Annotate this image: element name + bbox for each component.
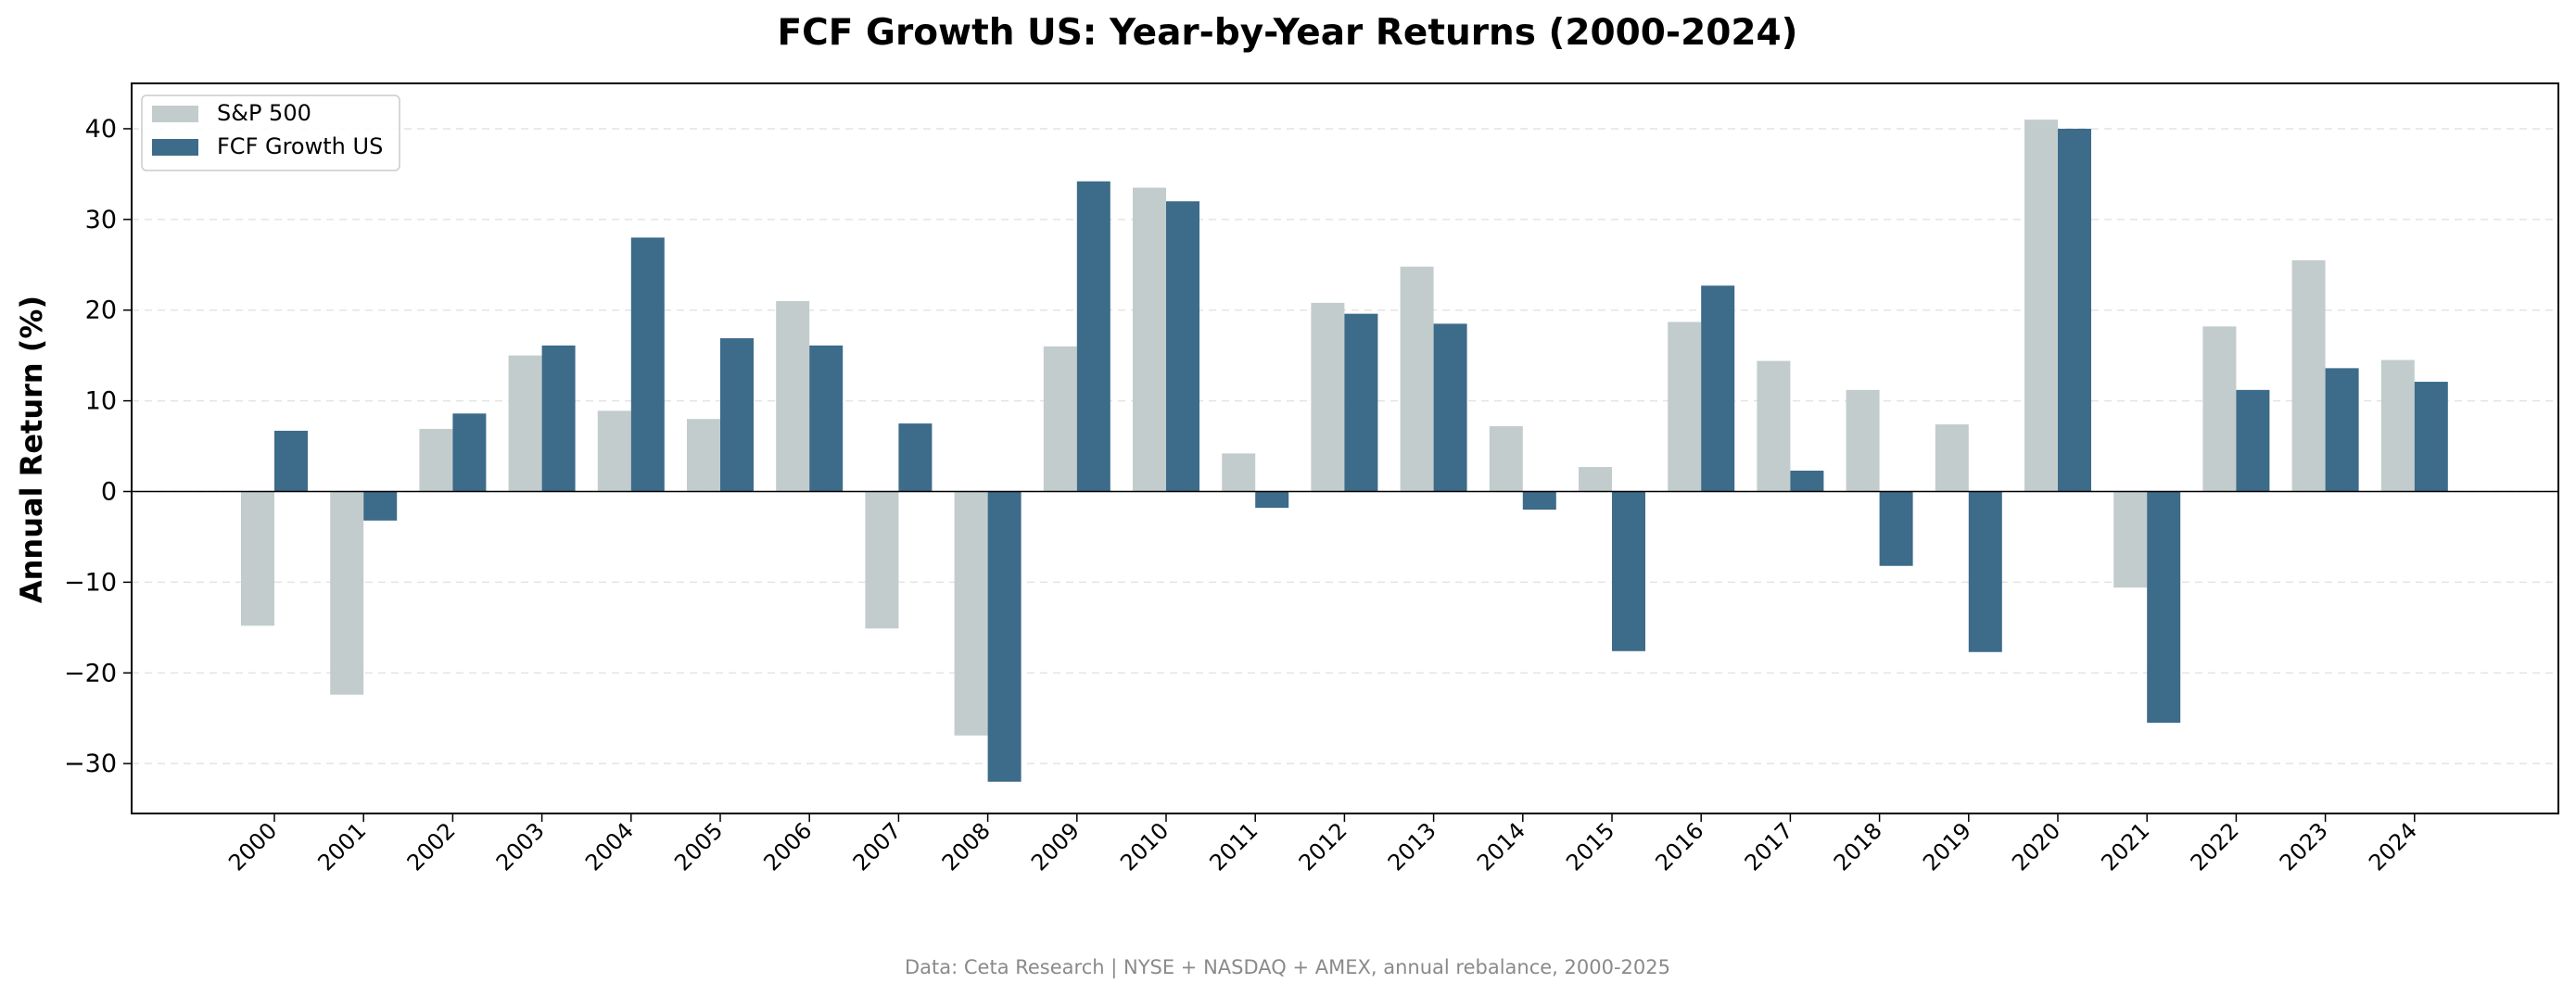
bar-fcf-growth-us-2011 [1255,491,1289,509]
legend-swatch [152,139,198,156]
bar-sp500-2012 [1311,302,1345,492]
bar-fcf-growth-us-2008 [987,491,1022,782]
bar-fcf-growth-us-2002 [452,413,487,492]
bar-sp500-2023 [2291,259,2326,492]
bar-sp500-2014 [1489,426,1523,492]
bar-sp500-2006 [776,300,810,492]
bar-fcf-growth-us-2019 [1968,491,2002,652]
x-tick-label: 2014 [1472,817,1530,876]
bar-fcf-growth-us-2003 [541,345,576,492]
y-tick-label: −20 [64,659,117,687]
bar-sp500-2015 [1579,467,1612,492]
x-tick-label: 2009 [1026,817,1085,876]
bar-fcf-growth-us-2017 [1790,470,1824,492]
bar-fcf-growth-us-2001 [363,491,398,521]
bar-fcf-growth-us-2020 [2058,128,2091,492]
x-tick-label: 2019 [1918,817,1976,876]
x-tick-label: 2013 [1383,817,1441,876]
bar-fcf-growth-us-2022 [2236,389,2270,492]
y-tick-label: 40 [85,115,117,144]
bar-fcf-growth-us-2006 [809,345,844,492]
chart-title: FCF Growth US: Year-by-Year Returns (200… [778,12,1798,54]
bar-fcf-growth-us-2024 [2414,382,2448,492]
x-tick-label: 2016 [1650,817,1708,876]
x-tick-label: 2017 [1740,817,1798,876]
x-tick-label: 2023 [2275,817,2333,876]
x-axis-ticks: 2000 2001 2002 2003 2004 2005 2006 2007 2008 2009… [223,813,2422,876]
bar-fcf-growth-us-2012 [1344,313,1378,492]
bar-fcf-growth-us-2009 [1076,181,1110,492]
x-tick-label: 2022 [2186,817,2244,876]
x-tick-label: 2021 [2096,817,2154,876]
legend-box [141,95,400,171]
bar-sp500-2002 [419,428,453,492]
y-tick-label: 20 [85,296,117,325]
bar-fcf-growth-us-2013 [1433,323,1467,492]
bar-sp500-2020 [2024,120,2058,492]
bar-fcf-growth-us-2005 [720,338,754,492]
bar-fcf-growth-us-2000 [274,430,308,492]
bar-sp500-2004 [597,410,631,492]
x-tick-label: 2000 [223,817,282,876]
bar-fcf-growth-us-2021 [2147,491,2181,724]
legend-label: FCF Growth US [217,133,383,159]
x-tick-label: 2004 [580,817,639,876]
y-tick-label: 0 [101,477,117,506]
y-axis-label: Annual Return (%) [14,296,49,603]
x-tick-label: 2003 [491,817,550,876]
bar-sp500-2019 [1935,424,1969,492]
x-tick-label: 2001 [312,817,371,876]
y-tick-label: 30 [85,206,117,234]
bar-sp500-2022 [2202,326,2237,492]
bar-sp500-2016 [1668,321,1702,492]
x-tick-label: 2007 [848,817,907,876]
bar-sp500-2007 [865,491,899,629]
bar-sp500-2017 [1757,360,1791,492]
bar-sp500-2018 [1846,389,1880,492]
bar-sp500-2001 [330,491,364,695]
bar-sp500-2013 [1400,266,1434,492]
bar-fcf-growth-us-2016 [1701,285,1735,492]
x-tick-label: 2006 [758,817,817,876]
legend: S&P 500 FCF Growth US [141,95,400,171]
bar-fcf-growth-us-2018 [1879,491,1913,566]
x-tick-label: 2011 [1204,817,1263,876]
bar-fcf-growth-us-2014 [1522,491,1556,511]
bar-fcf-growth-us-2015 [1612,491,1645,651]
bar-fcf-growth-us-2010 [1166,201,1199,492]
y-tick-label: −30 [64,750,117,778]
legend-swatch [152,106,198,122]
x-tick-label: 2010 [1115,817,1174,876]
bar-sp500-2010 [1133,187,1166,492]
bar-fcf-growth-us-2004 [630,237,665,492]
source-note: Data: Ceta Research | NYSE + NASDAQ + AM… [905,956,1670,979]
y-tick-label: 10 [85,387,117,416]
x-tick-label: 2018 [1829,817,1887,876]
bar-sp500-2005 [687,419,720,492]
x-tick-label: 2024 [2364,817,2422,876]
bar-sp500-2011 [1222,453,1256,492]
bar-fcf-growth-us-2023 [2325,368,2359,492]
y-axis-ticks: −30 −20 −10 0 10 20 30 40 [64,115,132,778]
bar-sp500-2000 [241,491,274,626]
x-tick-label: 2002 [402,817,461,876]
bars [241,120,2448,782]
x-tick-label: 2005 [669,817,728,876]
bar-sp500-2008 [954,491,988,736]
bar-sp500-2009 [1043,346,1077,492]
x-tick-label: 2020 [2007,817,2065,876]
y-tick-label: −10 [64,568,117,597]
x-tick-label: 2015 [1561,817,1619,876]
x-tick-label: 2008 [937,817,996,876]
bar-sp500-2024 [2380,359,2415,492]
legend-label: S&P 500 [217,100,311,126]
x-tick-label: 2012 [1294,817,1352,876]
bar-sp500-2021 [2113,491,2148,588]
bar-sp500-2003 [508,355,542,492]
bar-fcf-growth-us-2007 [898,423,933,492]
